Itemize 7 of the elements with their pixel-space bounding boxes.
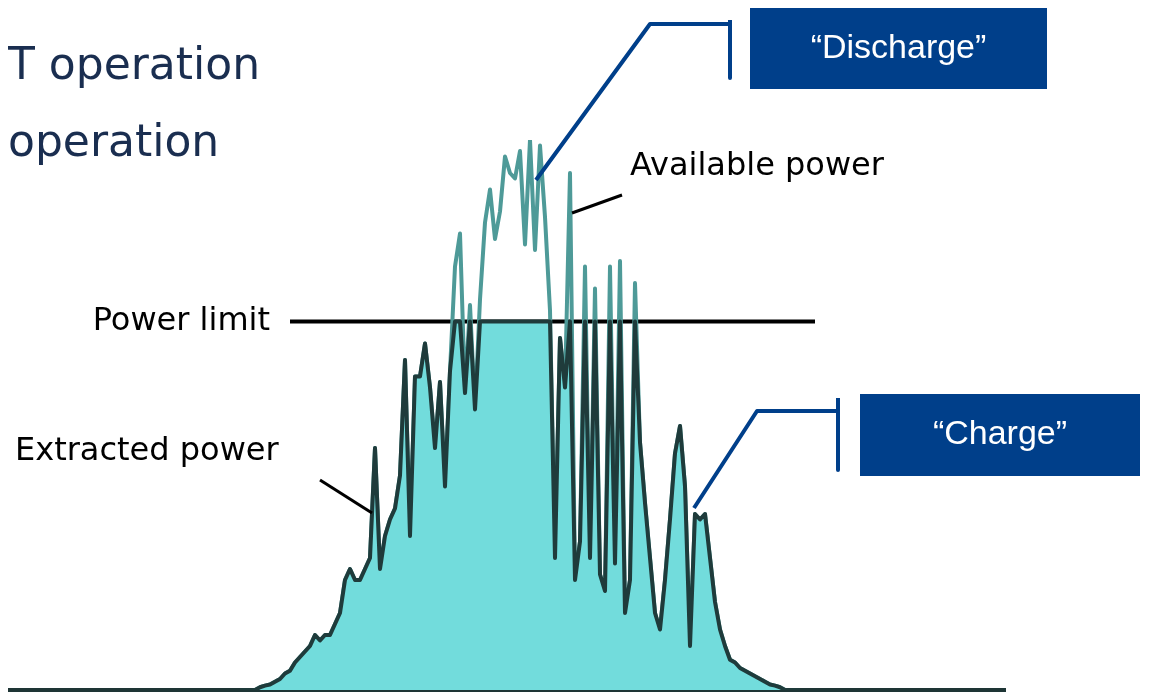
series-label: Available power bbox=[630, 145, 885, 184]
text: operation bbox=[8, 115, 220, 167]
text: “Discharge” bbox=[810, 26, 987, 65]
text: “Charge” bbox=[932, 413, 1068, 452]
text: T operation bbox=[7, 38, 261, 90]
ref-line-label: Power limit bbox=[92, 299, 270, 338]
text: Extracted power bbox=[15, 430, 280, 469]
